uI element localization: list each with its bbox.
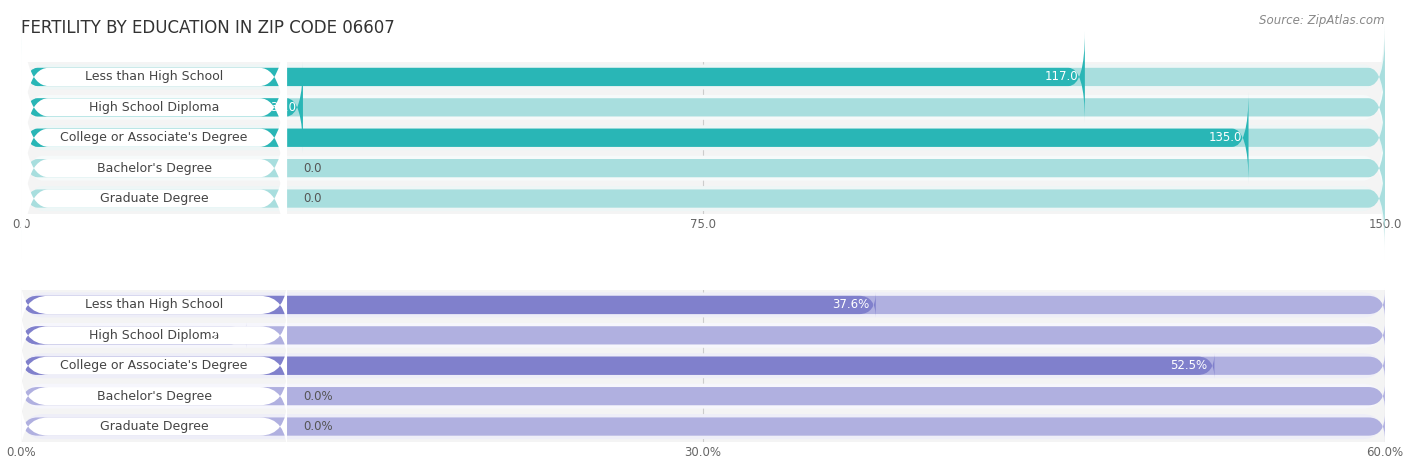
FancyBboxPatch shape — [21, 288, 1385, 322]
Text: 135.0: 135.0 — [1208, 131, 1241, 144]
FancyBboxPatch shape — [21, 86, 287, 250]
Text: Less than High School: Less than High School — [84, 70, 224, 84]
Text: 52.5%: 52.5% — [1170, 359, 1208, 372]
FancyBboxPatch shape — [21, 31, 1385, 123]
FancyBboxPatch shape — [21, 349, 1385, 382]
Text: 0.0%: 0.0% — [304, 420, 333, 433]
Text: High School Diploma: High School Diploma — [89, 329, 219, 342]
Text: 31.0: 31.0 — [270, 101, 297, 114]
Text: High School Diploma: High School Diploma — [89, 101, 219, 114]
Text: 117.0: 117.0 — [1045, 70, 1078, 84]
Text: College or Associate's Degree: College or Associate's Degree — [60, 359, 247, 372]
FancyBboxPatch shape — [21, 92, 1385, 183]
FancyBboxPatch shape — [21, 25, 287, 190]
Text: Bachelor's Degree: Bachelor's Degree — [97, 390, 211, 403]
Text: Less than High School: Less than High School — [84, 298, 224, 312]
Text: College or Associate's Degree: College or Associate's Degree — [60, 131, 247, 144]
FancyBboxPatch shape — [21, 353, 1385, 379]
FancyBboxPatch shape — [21, 338, 287, 393]
FancyBboxPatch shape — [21, 414, 1385, 439]
FancyBboxPatch shape — [21, 292, 1385, 318]
FancyBboxPatch shape — [21, 277, 287, 332]
Text: 9.9%: 9.9% — [209, 329, 239, 342]
Text: Graduate Degree: Graduate Degree — [100, 192, 208, 205]
Text: Bachelor's Degree: Bachelor's Degree — [97, 162, 211, 175]
FancyBboxPatch shape — [21, 62, 1385, 153]
FancyBboxPatch shape — [21, 153, 1385, 244]
FancyBboxPatch shape — [21, 353, 1215, 379]
Text: Graduate Degree: Graduate Degree — [100, 420, 208, 433]
FancyBboxPatch shape — [21, 77, 1385, 198]
FancyBboxPatch shape — [21, 17, 1385, 137]
FancyBboxPatch shape — [21, 319, 1385, 352]
FancyBboxPatch shape — [21, 380, 1385, 413]
FancyBboxPatch shape — [21, 92, 1249, 183]
Text: 0.0%: 0.0% — [304, 390, 333, 403]
Text: Source: ZipAtlas.com: Source: ZipAtlas.com — [1260, 14, 1385, 27]
FancyBboxPatch shape — [21, 410, 1385, 443]
FancyBboxPatch shape — [21, 323, 246, 348]
FancyBboxPatch shape — [21, 0, 287, 159]
FancyBboxPatch shape — [21, 123, 1385, 214]
FancyBboxPatch shape — [21, 399, 287, 454]
FancyBboxPatch shape — [21, 323, 1385, 348]
FancyBboxPatch shape — [21, 292, 876, 318]
FancyBboxPatch shape — [21, 138, 1385, 259]
Text: 0.0: 0.0 — [304, 162, 322, 175]
FancyBboxPatch shape — [21, 383, 1385, 409]
Text: FERTILITY BY EDUCATION IN ZIP CODE 06607: FERTILITY BY EDUCATION IN ZIP CODE 06607 — [21, 19, 395, 37]
FancyBboxPatch shape — [21, 308, 287, 363]
Text: 0.0: 0.0 — [304, 192, 322, 205]
Text: 37.6%: 37.6% — [832, 298, 869, 312]
FancyBboxPatch shape — [21, 31, 1085, 123]
FancyBboxPatch shape — [21, 62, 302, 153]
FancyBboxPatch shape — [21, 116, 287, 281]
FancyBboxPatch shape — [21, 56, 287, 220]
FancyBboxPatch shape — [21, 47, 1385, 168]
FancyBboxPatch shape — [21, 369, 287, 424]
FancyBboxPatch shape — [21, 108, 1385, 228]
